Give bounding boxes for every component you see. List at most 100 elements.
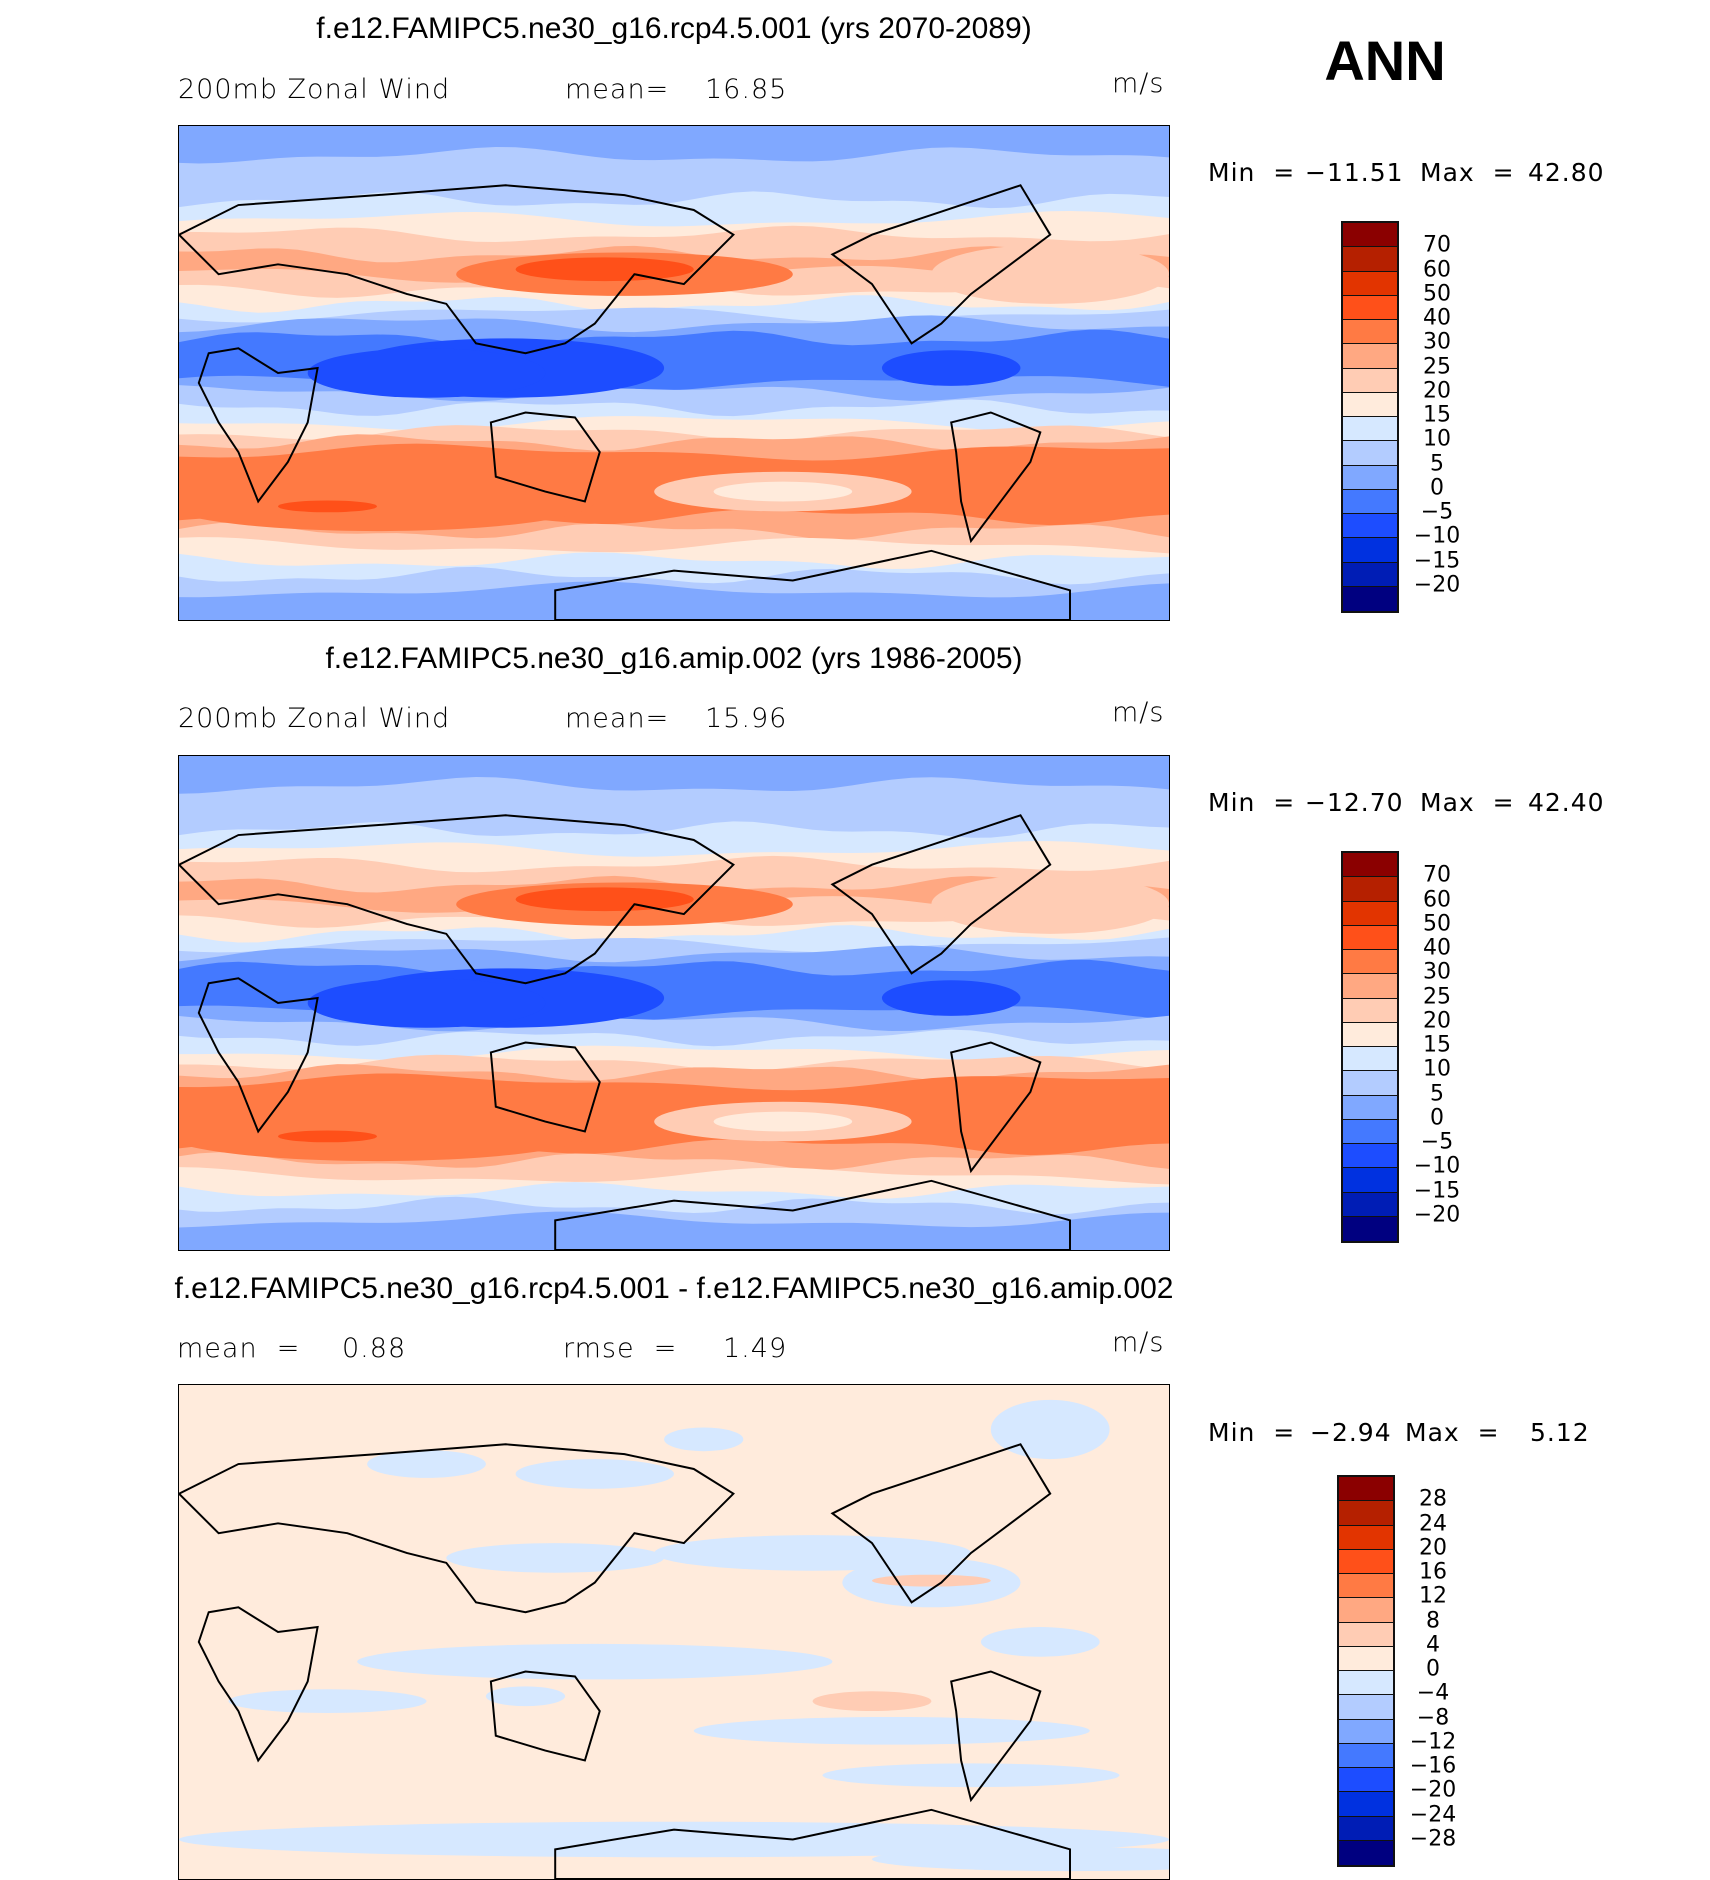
contour-core	[357, 1643, 833, 1680]
contour-core	[822, 1763, 1120, 1788]
colorbar-label: 20	[1423, 378, 1451, 404]
colorbar-label: 28	[1419, 1486, 1447, 1512]
coastline	[950, 1041, 1042, 1174]
colorbar-box	[1343, 223, 1397, 248]
panel-3-colorbar	[1337, 1475, 1395, 1867]
colorbar-label: 40	[1423, 305, 1451, 331]
coastline	[489, 1670, 601, 1762]
contour-core	[664, 1427, 744, 1452]
season-label: ANN	[1324, 29, 1446, 92]
colorbar-box	[1339, 1816, 1393, 1841]
colorbar-label: −5	[1420, 1129, 1454, 1155]
contour-core	[515, 887, 694, 912]
contour-core	[278, 500, 377, 513]
contour-core	[515, 1459, 674, 1489]
contour-core	[931, 244, 1169, 304]
colorbar-box	[1339, 1671, 1393, 1696]
colorbar-box	[1343, 489, 1397, 514]
colorbar-label: 40	[1423, 935, 1451, 961]
contour-core	[990, 1399, 1110, 1460]
panel-3-mean-label: mean =	[177, 1333, 301, 1364]
panel-1-min-value: −11.51	[1305, 158, 1404, 187]
panel-2-mean-label: mean=	[565, 703, 670, 734]
colorbar-box	[1339, 1695, 1393, 1720]
colorbar-box	[1339, 1646, 1393, 1671]
colorbar-label: 4	[1426, 1632, 1440, 1658]
coastline	[830, 1443, 1052, 1604]
contour-core	[179, 1821, 1169, 1858]
coastline	[179, 1443, 735, 1614]
coastline	[830, 814, 1052, 975]
colorbar-label: 50	[1423, 911, 1451, 937]
panel-1-units: m/s	[1112, 68, 1165, 99]
colorbar-box	[1343, 295, 1397, 320]
colorbar-box	[1343, 1022, 1397, 1047]
panel-1-max-label: Max =	[1420, 158, 1515, 187]
panel-1-colorbar	[1341, 221, 1399, 613]
colorbar-label: 16	[1419, 1559, 1447, 1585]
colorbar-box	[1339, 1840, 1393, 1865]
panel-2-colorbar	[1341, 851, 1399, 1243]
contour-core	[278, 1130, 377, 1143]
colorbar-label: 10	[1423, 1056, 1451, 1082]
colorbar-box	[1343, 320, 1397, 345]
colorbar-label: −16	[1409, 1753, 1457, 1779]
colorbar-box	[1343, 925, 1397, 950]
colorbar-label: 5	[1430, 451, 1444, 476]
panel-1-mean-label: mean=	[565, 74, 670, 105]
panel-1-map	[178, 125, 1170, 621]
colorbar-box	[1343, 901, 1397, 926]
colorbar-box	[1343, 1071, 1397, 1096]
contour-core	[931, 874, 1169, 934]
colorbar-box	[1343, 950, 1397, 975]
contour-core	[872, 1847, 1169, 1872]
colorbar-box	[1343, 465, 1397, 490]
colorbar-box	[1343, 514, 1397, 539]
panel-3-min-label: Min =	[1208, 1418, 1296, 1447]
contour-band	[179, 1211, 1169, 1250]
coastline	[950, 411, 1042, 544]
coastline	[179, 814, 735, 985]
panel-1-variable: 200mb Zonal Wind	[178, 74, 451, 105]
panel-3-max-label: Max =	[1405, 1418, 1500, 1447]
colorbar-label: 60	[1423, 257, 1451, 282]
colorbar-box	[1343, 441, 1397, 466]
colorbar-label: −24	[1409, 1802, 1457, 1827]
panel-2-units: m/s	[1112, 697, 1165, 728]
coastline	[179, 184, 735, 355]
colorbar-label: 0	[1426, 1656, 1440, 1682]
colorbar-box	[1343, 392, 1397, 417]
contour-core	[446, 1543, 665, 1573]
panel-2-max-label: Max =	[1420, 788, 1515, 817]
colorbar-box	[1343, 1144, 1397, 1169]
colorbar-label: 20	[1423, 1008, 1451, 1034]
colorbar-box	[1339, 1768, 1393, 1793]
colorbar-box	[1343, 538, 1397, 563]
colorbar-box	[1339, 1622, 1393, 1647]
panel-3-title: f.e12.FAMIPC5.ne30_g16.rcp4.5.001 - f.e1…	[174, 1272, 1174, 1305]
colorbar-label: −15	[1413, 1178, 1461, 1203]
coastline	[197, 1606, 319, 1763]
contour-core	[367, 1450, 486, 1478]
panel-1-max-value: 42.80	[1528, 158, 1605, 187]
coastline	[830, 184, 1052, 345]
colorbar-label: −12	[1409, 1729, 1457, 1755]
colorbar-box	[1343, 877, 1397, 902]
colorbar-label: 30	[1423, 329, 1451, 355]
colorbar-box	[1343, 1095, 1397, 1120]
colorbar-label: −10	[1413, 1153, 1461, 1179]
contour-core	[485, 1686, 566, 1707]
colorbar-label: 20	[1419, 1535, 1447, 1561]
colorbar-label: 70	[1423, 862, 1451, 888]
colorbar-label: 15	[1423, 402, 1451, 428]
colorbar-label: −8	[1416, 1705, 1450, 1730]
panel-3-mean-value: 0.88	[342, 1333, 407, 1364]
contour-core	[980, 1627, 1100, 1657]
colorbar-label: −15	[1413, 548, 1461, 573]
colorbar-label: −10	[1413, 523, 1461, 549]
coastline	[197, 347, 319, 504]
contour-core	[179, 1101, 595, 1162]
colorbar-box	[1339, 1598, 1393, 1623]
colorbar-label: 60	[1423, 887, 1451, 912]
panel-2-min-label: Min =	[1208, 788, 1296, 817]
